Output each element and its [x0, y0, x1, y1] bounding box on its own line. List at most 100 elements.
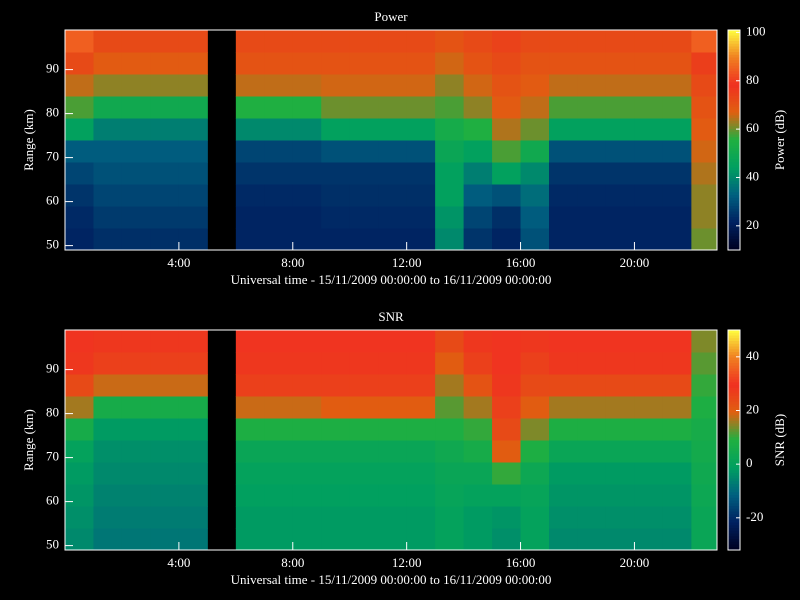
heatmap-cell	[93, 30, 123, 53]
heatmap-cell	[65, 352, 94, 375]
heatmap-cell	[93, 484, 123, 507]
x-tick-label: 12:00	[392, 555, 422, 570]
heatmap-cell	[150, 484, 180, 507]
heatmap-cell	[378, 484, 408, 507]
heatmap-cell	[121, 462, 151, 485]
heatmap-cell	[577, 52, 607, 75]
heatmap-cell	[235, 484, 265, 507]
heatmap-cell	[264, 74, 294, 97]
colorbar-swatch	[728, 547, 740, 551]
colorbar-swatch	[728, 445, 740, 449]
colorbar-swatch	[728, 418, 740, 422]
heatmap-cell	[492, 484, 522, 507]
colorbar-swatch	[728, 431, 740, 435]
heatmap-cell	[65, 118, 94, 141]
colorbar-swatch	[728, 208, 740, 212]
heatmap-cell	[178, 330, 208, 353]
heatmap-cell	[492, 440, 522, 463]
heatmap-cell	[93, 184, 123, 207]
heatmap-cell	[235, 440, 265, 463]
heatmap-cell	[577, 140, 607, 163]
heatmap-cell	[577, 484, 607, 507]
colorbar-swatch	[728, 38, 740, 42]
heatmap-cell	[235, 52, 265, 75]
colorbar-tick-label: 100	[746, 23, 766, 38]
heatmap-cell	[406, 184, 436, 207]
colorbar-swatch	[728, 536, 740, 540]
heatmap-cell	[378, 228, 408, 251]
y-tick-label: 80	[46, 105, 59, 120]
colorbar-swatch	[728, 230, 740, 234]
heatmap-cell	[605, 140, 635, 163]
colorbar-swatch	[728, 330, 740, 334]
heatmap-cell	[406, 506, 436, 529]
colorbar-swatch	[728, 206, 740, 210]
heatmap-cell	[321, 484, 351, 507]
heatmap-cell	[150, 418, 180, 441]
colorbar-swatch	[728, 170, 740, 174]
colorbar-swatch	[728, 511, 740, 515]
colorbar-swatch	[728, 371, 740, 375]
heatmap-cell	[435, 74, 465, 97]
heatmap-cell	[549, 352, 578, 375]
heatmap-cell	[378, 440, 408, 463]
colorbar-swatch	[728, 415, 740, 419]
heatmap-cell	[691, 374, 718, 397]
heatmap-cell	[634, 52, 664, 75]
heatmap-cell	[121, 162, 151, 185]
heatmap-cell	[292, 96, 322, 119]
heatmap-cell	[691, 228, 718, 251]
heatmap-cell	[605, 352, 635, 375]
heatmap-cell	[264, 418, 294, 441]
heatmap-cell	[150, 184, 180, 207]
heatmap-cell	[292, 396, 322, 419]
heatmap-cell	[662, 184, 692, 207]
heatmap-cell	[264, 462, 294, 485]
heatmap-cell	[691, 418, 718, 441]
colorbar-swatch	[728, 478, 740, 482]
heatmap-cell	[577, 374, 607, 397]
heatmap-cell	[264, 30, 294, 53]
heatmap-cell	[93, 140, 123, 163]
colorbar-swatch	[728, 109, 740, 113]
heatmap-cell	[235, 206, 265, 229]
heatmap-cell	[520, 96, 550, 119]
heatmap-cell	[150, 440, 180, 463]
heatmap-cell	[406, 52, 436, 75]
colorbar-swatch	[728, 500, 740, 504]
colorbar-swatch	[728, 528, 740, 532]
heatmap-cell	[662, 96, 692, 119]
colorbar-swatch	[728, 385, 740, 389]
heatmap-cell	[634, 440, 664, 463]
heatmap-cell	[691, 96, 718, 119]
colorbar-tick-label: 40	[746, 168, 759, 183]
colorbar-swatch	[728, 390, 740, 394]
heatmap-cell	[93, 374, 123, 397]
colorbar-swatch	[728, 459, 740, 463]
heatmap-cell	[435, 352, 465, 375]
heatmap-cell	[178, 74, 208, 97]
heatmap-cell	[435, 396, 465, 419]
heatmap-cell	[378, 352, 408, 375]
heatmap-cell	[577, 440, 607, 463]
colorbar-swatch	[728, 41, 740, 45]
colorbar-swatch	[728, 211, 740, 215]
heatmap-cell	[634, 184, 664, 207]
heatmap-cell	[577, 352, 607, 375]
heatmap-cell	[235, 352, 265, 375]
colorbar-swatch	[728, 484, 740, 488]
heatmap-cell	[549, 206, 578, 229]
heatmap-cell	[662, 506, 692, 529]
heatmap-cell	[520, 462, 550, 485]
heatmap-cell	[349, 506, 379, 529]
colorbar-swatch	[728, 68, 740, 72]
colorbar-swatch	[728, 93, 740, 97]
heatmap-cell	[577, 118, 607, 141]
colorbar-swatch	[728, 470, 740, 474]
heatmap-cell	[662, 228, 692, 251]
colorbar-swatch	[728, 197, 740, 201]
colorbar-swatch	[728, 120, 740, 124]
heatmap-cell	[463, 30, 493, 53]
colorbar-swatch	[728, 453, 740, 457]
